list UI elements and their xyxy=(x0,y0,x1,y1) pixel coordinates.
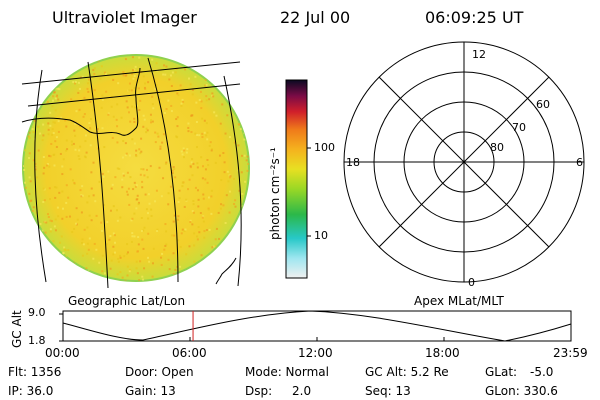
longitude-line xyxy=(147,57,179,283)
flight-number: Flt: 1356 xyxy=(8,365,62,379)
altitude-ytick-label: 1.8 xyxy=(28,334,46,347)
mlat-label-60: 60 xyxy=(536,98,550,111)
altitude-axis-label: GC Alt xyxy=(10,310,24,348)
time-tick-label: 06:00 xyxy=(172,346,207,360)
sequence-number: Seq: 13 xyxy=(365,384,411,398)
gain-value: Gain: 13 xyxy=(125,384,176,398)
time-tick-label: 18:00 xyxy=(425,346,460,360)
longitude-line xyxy=(223,75,242,287)
apex-panel-label: Apex MLat/MLT xyxy=(414,294,504,308)
altitude-plot-frame xyxy=(62,310,572,342)
longitude-line xyxy=(87,61,109,289)
mlt-label-6: 6 xyxy=(576,156,583,169)
time-tick-label: 00:00 xyxy=(45,346,80,360)
polar-grid xyxy=(343,41,585,283)
glon-value: GLon: 330.6 xyxy=(485,384,558,398)
latitude-line xyxy=(21,61,241,85)
door-status: Door: Open xyxy=(125,365,194,379)
latitude-line xyxy=(27,83,241,107)
gc-altitude: GC Alt: 5.2 Re xyxy=(365,365,449,379)
glat-value: -5.0 xyxy=(530,365,554,379)
altitude-curve xyxy=(62,310,572,342)
glat-label: GLat: xyxy=(485,365,518,379)
observation-date: 22 Jul 00 xyxy=(280,8,351,27)
colorbar-tick-label: 10 xyxy=(314,229,328,242)
mlat-label-70: 70 xyxy=(512,121,526,134)
colorbar-unit-label: photon cm⁻²s⁻¹ xyxy=(268,147,282,240)
altitude-ytick-label: 9.0 xyxy=(28,306,46,319)
observation-time: 06:09:25 UT xyxy=(425,8,524,27)
mlt-label-12: 12 xyxy=(472,48,486,61)
longitude-line xyxy=(34,69,47,283)
colorbar xyxy=(285,79,308,279)
mlat-label-80: 80 xyxy=(490,141,504,154)
time-tick-label: 23:59 xyxy=(553,346,588,360)
geographic-panel-label: Geographic Lat/Lon xyxy=(68,294,186,308)
instrument-title: Ultraviolet Imager xyxy=(52,8,197,27)
time-tick-label: 12:00 xyxy=(298,346,333,360)
ip-value: IP: 36.0 xyxy=(8,384,54,398)
mlt-label-18: 18 xyxy=(346,156,360,169)
coastline-upper xyxy=(21,67,141,136)
colorbar-tick-label: 100 xyxy=(314,141,335,154)
coastline-lower xyxy=(215,257,237,285)
dsp-value: 2.0 xyxy=(292,384,312,398)
dsp-label: Dsp: xyxy=(245,384,273,398)
mode-status: Mode: Normal xyxy=(245,365,329,379)
mlt-label-0: 0 xyxy=(468,276,475,289)
